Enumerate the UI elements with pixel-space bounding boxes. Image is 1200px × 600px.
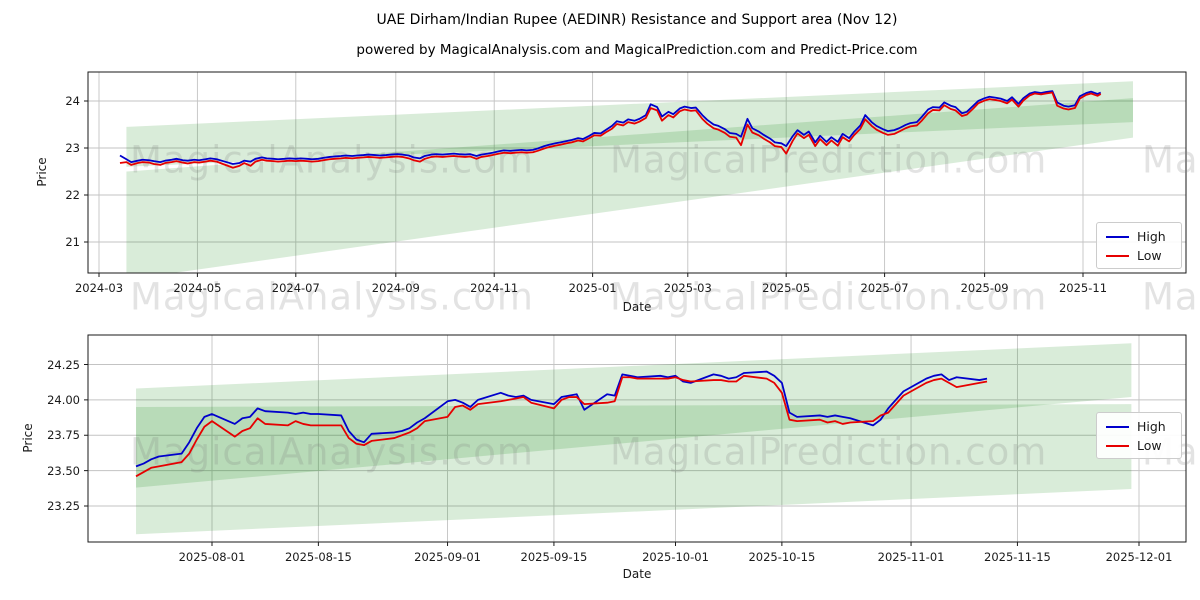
legend-label-low: Low [1137, 438, 1162, 453]
y-tick-label: 23.50 [47, 463, 80, 478]
y-tick-label: 23.25 [47, 499, 80, 513]
x-tick-label: 2024-03 [74, 281, 124, 295]
watermark-text: MagicalAnalysis.com [130, 275, 534, 319]
legend-bottom-chart: High Low [1096, 412, 1182, 459]
x-tick-label: 2025-09-15 [520, 550, 588, 564]
x-tick-label: 2025-10-15 [748, 550, 816, 564]
x-tick-label: 2025-10-01 [642, 550, 709, 564]
x-tick-label: 2025-12-01 [1105, 550, 1173, 564]
watermark-text: Ma [1142, 275, 1199, 319]
x-tick-label: 2024-11 [470, 281, 519, 295]
low-line-swatch-icon [1106, 254, 1129, 257]
x-tick-label: 2025-07 [860, 281, 909, 295]
top-x-axis-title: Date [622, 300, 652, 314]
y-tick-label: 23 [65, 141, 80, 155]
y-tick-label: 23.75 [47, 428, 80, 443]
y-tick-label: 24.25 [47, 357, 80, 372]
legend-label-high: High [1137, 419, 1166, 434]
x-tick-label: 2025-08-01 [178, 550, 246, 564]
x-tick-label: 2025-11-15 [984, 550, 1051, 564]
bottom-x-axis-title: Date [622, 567, 652, 581]
legend-item-high: High [1097, 227, 1181, 246]
x-tick-label: 2025-09 [960, 281, 1009, 295]
x-tick-label: 2024-05 [173, 281, 222, 295]
y-tick-label: 24.00 [47, 392, 80, 407]
legend-item-low: Low [1097, 246, 1181, 265]
y-tick-label: 22 [65, 188, 80, 202]
figure-subtitle: powered by MagicalAnalysis.com and Magic… [356, 42, 918, 58]
figure-title: UAE Dirham/Indian Rupee (AEDINR) Resista… [376, 12, 898, 28]
bottom-y-axis-title: Price [21, 423, 35, 453]
watermark-text: MagicalPrediction.com [610, 138, 1048, 182]
x-tick-label: 2025-01 [568, 281, 617, 295]
y-tick-label: 21 [65, 235, 80, 249]
x-tick-label: 2025-11-01 [877, 550, 945, 564]
legend-label-high: High [1137, 229, 1166, 244]
legend-label-low: Low [1137, 248, 1162, 263]
x-tick-label: 2024-09 [371, 281, 420, 295]
watermark-text: MagicalPrediction.com [610, 430, 1048, 474]
top-y-axis-title: Price [35, 157, 49, 187]
y-tick-label: 24 [65, 94, 80, 108]
legend-top-chart: High Low [1096, 222, 1182, 269]
x-tick-label: 2025-08-15 [284, 550, 352, 564]
watermark-text: MagicalPrediction.com [610, 275, 1048, 319]
x-tick-label: 2024-07 [271, 281, 320, 295]
high-line-swatch-icon [1106, 425, 1129, 428]
low-line-swatch-icon [1106, 444, 1129, 447]
watermark-text: Ma [1142, 138, 1199, 182]
legend-item-high: High [1097, 417, 1181, 436]
x-tick-label: 2025-09-01 [414, 550, 481, 564]
x-tick-label: 2025-05 [762, 281, 811, 295]
x-tick-label: 2025-11 [1058, 281, 1108, 295]
high-line-swatch-icon [1106, 235, 1129, 238]
x-tick-label: 2025-03 [663, 281, 712, 295]
legend-item-low: Low [1097, 436, 1181, 455]
